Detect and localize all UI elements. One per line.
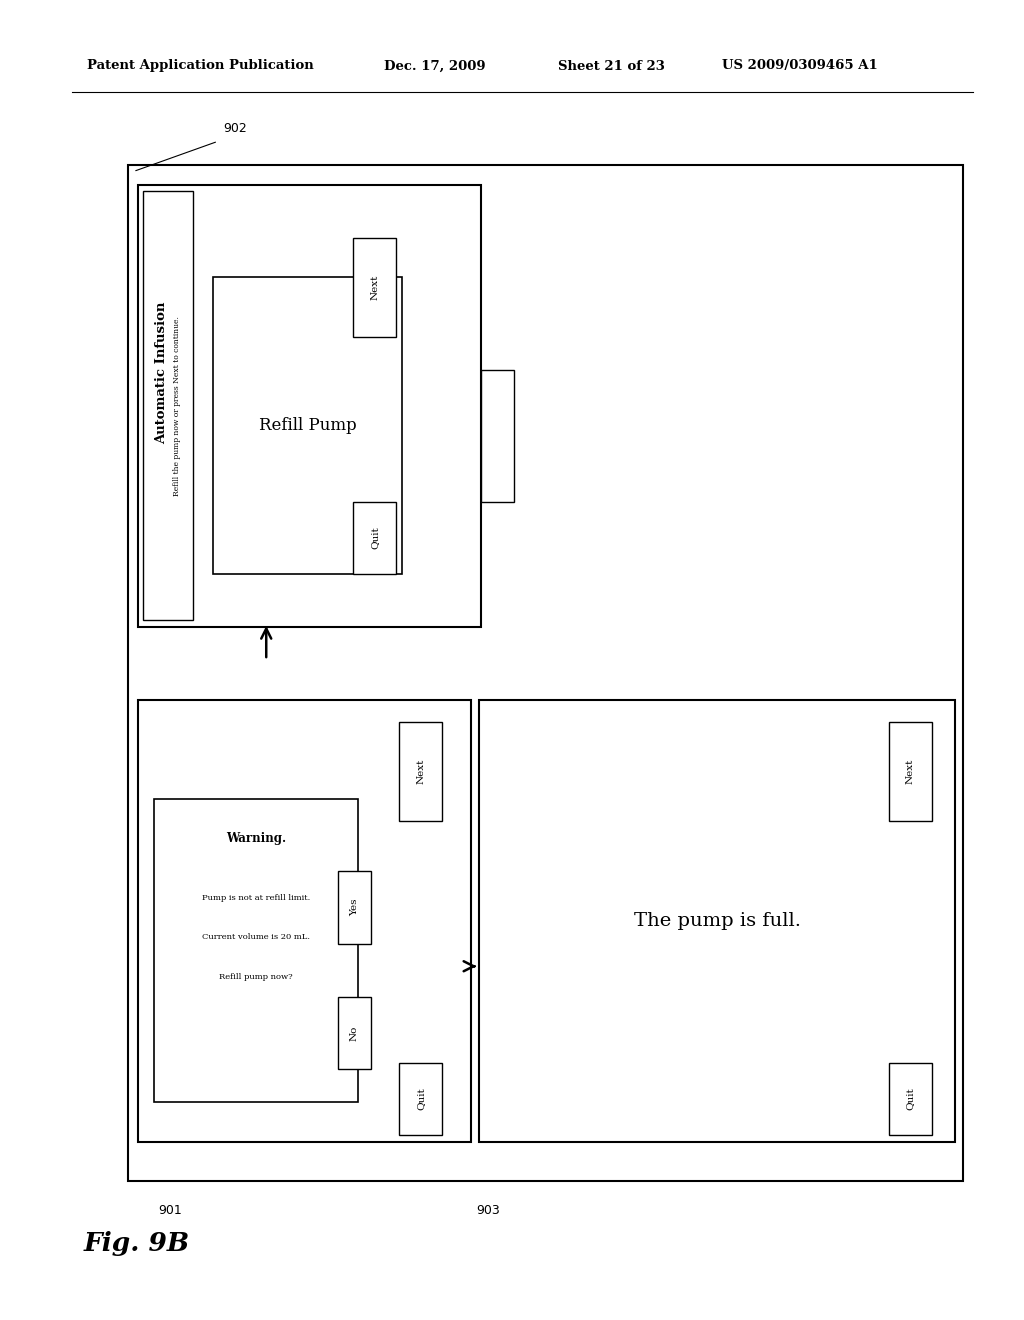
Text: 903: 903 [476,1204,500,1217]
Bar [213,277,402,574]
Bar [338,871,371,944]
Text: Quit: Quit [906,1088,914,1110]
Text: 902: 902 [223,121,247,135]
Bar [399,722,442,821]
Bar [154,799,358,1102]
Bar [889,1063,932,1135]
Text: Warning.: Warning. [226,832,286,845]
Bar [889,722,932,821]
Bar [338,997,371,1069]
Bar [138,700,471,1142]
Text: US 2009/0309465 A1: US 2009/0309465 A1 [722,59,878,73]
Text: Dec. 17, 2009: Dec. 17, 2009 [384,59,485,73]
Text: Yes: Yes [350,899,358,916]
Bar [138,185,481,627]
Bar [353,502,396,574]
Text: Current volume is 20 mL.: Current volume is 20 mL. [202,933,310,941]
Text: Sheet 21 of 23: Sheet 21 of 23 [558,59,665,73]
Text: Refill pump now?: Refill pump now? [219,973,293,981]
Text: 901: 901 [159,1204,182,1217]
Text: Next: Next [371,275,379,300]
Bar [479,700,955,1142]
Text: Next: Next [906,759,914,784]
Bar [481,370,514,502]
Bar [399,1063,442,1135]
Text: No: No [350,1026,358,1040]
Text: Quit: Quit [417,1088,425,1110]
Text: Refill Pump: Refill Pump [259,417,356,434]
Bar [143,191,193,620]
Text: Quit: Quit [371,527,379,549]
Text: The pump is full.: The pump is full. [634,912,801,929]
Bar [128,165,963,1181]
Text: Refill the pump now or press Next to continue.: Refill the pump now or press Next to con… [173,315,181,496]
Text: Automatic Infusion: Automatic Infusion [156,302,169,444]
Bar [353,238,396,337]
Text: Pump is not at refill limit.: Pump is not at refill limit. [202,894,310,902]
Text: Patent Application Publication: Patent Application Publication [87,59,313,73]
Text: Next: Next [417,759,425,784]
Text: Fig. 9B: Fig. 9B [84,1232,190,1255]
